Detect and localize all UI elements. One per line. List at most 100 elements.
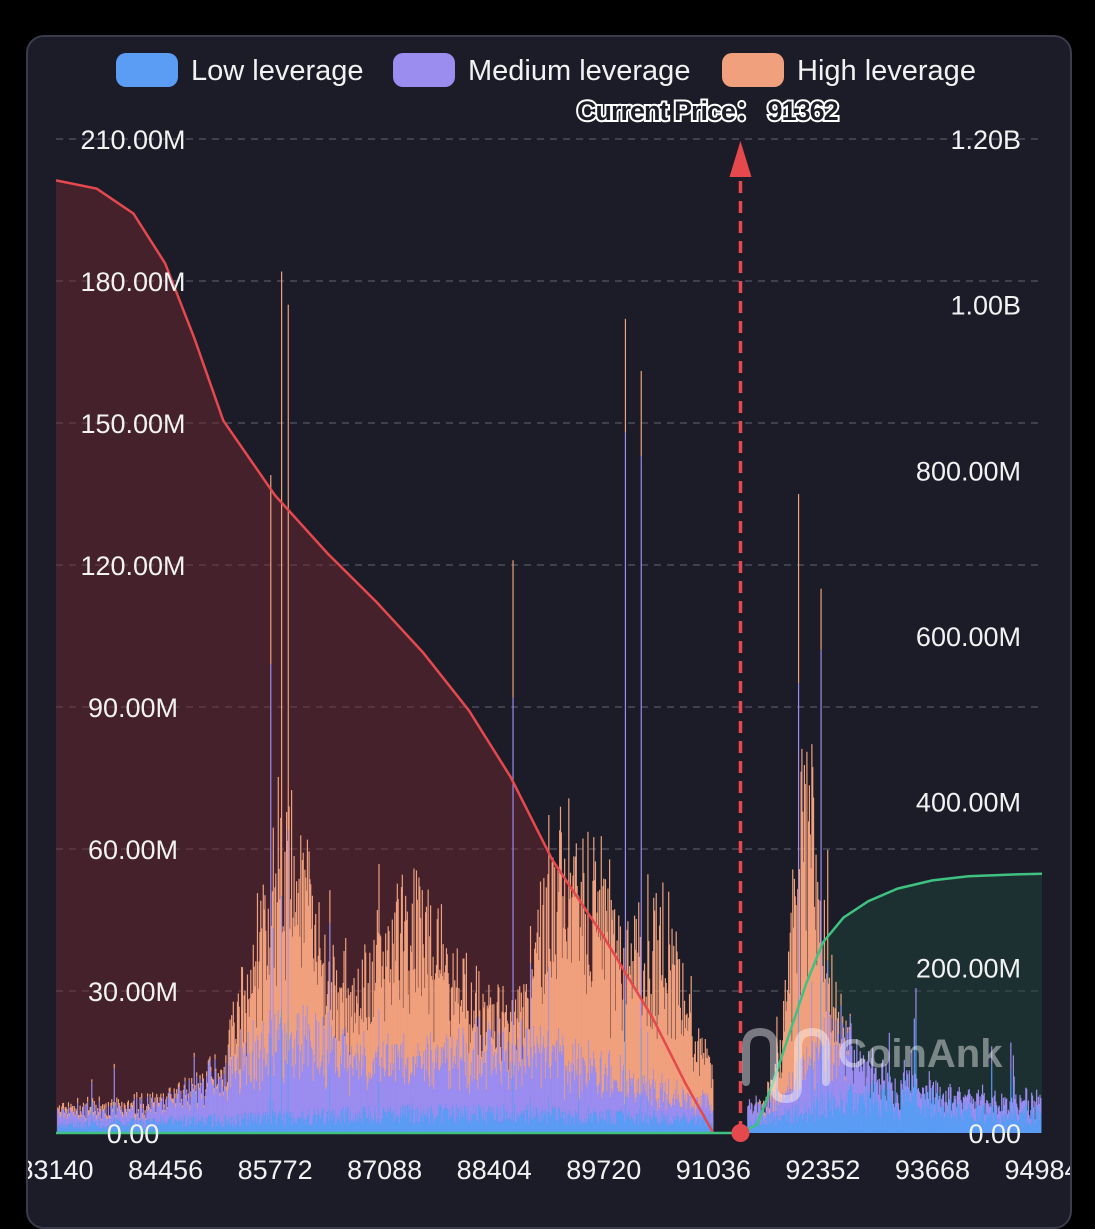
bar-high bbox=[458, 988, 459, 1028]
x-tick-label: 85772 bbox=[238, 1155, 313, 1185]
bar-high bbox=[845, 1021, 846, 1026]
bar-high bbox=[838, 1012, 839, 1034]
bar-high bbox=[712, 1079, 713, 1110]
bar-high bbox=[480, 1035, 481, 1059]
x-tick-label: 83140 bbox=[28, 1155, 94, 1185]
bar-high bbox=[760, 1101, 761, 1104]
bar-high bbox=[116, 1098, 117, 1103]
bar-high bbox=[484, 1002, 485, 1052]
bar-medium bbox=[512, 698, 513, 1062]
bar-medium bbox=[1036, 1090, 1037, 1107]
y-right-tick-label: 200.00M bbox=[916, 953, 1021, 983]
bar-high bbox=[331, 982, 332, 1026]
bar-high bbox=[77, 1098, 78, 1103]
bar-high bbox=[161, 1098, 162, 1101]
bar-high bbox=[174, 1088, 175, 1092]
bar-medium bbox=[1010, 1043, 1011, 1071]
bar-high bbox=[850, 1014, 851, 1016]
bar-high bbox=[215, 1069, 216, 1071]
y-left-tick-label: 120.00M bbox=[80, 551, 185, 581]
arrow-up-icon bbox=[729, 141, 751, 177]
bar-medium bbox=[114, 1069, 115, 1102]
bar-medium bbox=[930, 1088, 931, 1102]
bar-high bbox=[492, 1005, 493, 1045]
bar-high bbox=[221, 1070, 222, 1078]
bar-medium bbox=[959, 1092, 960, 1101]
bar-high bbox=[164, 1104, 165, 1107]
y-left-tick-label: 30.00M bbox=[88, 977, 178, 1007]
bar-medium bbox=[1001, 1094, 1002, 1106]
bar-high bbox=[515, 999, 516, 1045]
bar-high bbox=[121, 1102, 122, 1107]
bar-medium bbox=[978, 1090, 979, 1106]
bar-medium bbox=[1034, 1101, 1035, 1119]
bar-high bbox=[199, 1075, 200, 1079]
bar-high bbox=[200, 1083, 201, 1085]
bar-high bbox=[609, 859, 610, 1050]
bar-medium bbox=[984, 1093, 985, 1106]
bar-high bbox=[138, 1109, 139, 1111]
y-right-tick-label: 0.00 bbox=[968, 1119, 1021, 1149]
bar-high bbox=[202, 1074, 203, 1080]
y-right-tick-label: 600.00M bbox=[916, 622, 1021, 652]
bar-high bbox=[95, 1105, 96, 1109]
bar-high bbox=[134, 1094, 135, 1099]
bar-high bbox=[348, 995, 349, 1053]
bar-medium bbox=[1006, 1098, 1007, 1113]
bar-high bbox=[184, 1078, 185, 1082]
bar-medium bbox=[641, 456, 642, 1029]
bar-high bbox=[57, 1107, 58, 1109]
bar-high bbox=[114, 1064, 115, 1069]
x-tick-label: 94984 bbox=[1004, 1155, 1070, 1185]
bar-high bbox=[759, 1099, 760, 1100]
bar-low bbox=[1040, 1113, 1041, 1133]
bar-high bbox=[108, 1102, 109, 1106]
current-price-dot bbox=[731, 1124, 749, 1142]
bar-high bbox=[105, 1103, 106, 1108]
bar-high bbox=[99, 1097, 100, 1102]
bar-high bbox=[329, 890, 330, 923]
bar-high bbox=[111, 1099, 112, 1105]
bar-high bbox=[756, 1102, 757, 1103]
bar-high bbox=[224, 1067, 225, 1074]
bar-high bbox=[840, 994, 841, 1006]
y-left-tick-label: 150.00M bbox=[80, 409, 185, 439]
bar-high bbox=[343, 951, 344, 1034]
bar-medium bbox=[992, 1098, 993, 1107]
bar-high bbox=[245, 1013, 246, 1043]
x-tick-label: 89720 bbox=[566, 1155, 641, 1185]
legend-swatch bbox=[116, 53, 178, 87]
bar-medium bbox=[996, 1105, 997, 1113]
bar-medium bbox=[924, 1094, 925, 1100]
bar-high bbox=[156, 1094, 157, 1098]
bar-medium bbox=[912, 1075, 913, 1089]
bar-high bbox=[157, 1097, 158, 1102]
bar-high bbox=[160, 1094, 161, 1098]
bar-high bbox=[174, 1093, 175, 1098]
bar-high bbox=[476, 966, 477, 1018]
bar-high bbox=[827, 850, 828, 961]
y-right-tick-label: 800.00M bbox=[916, 456, 1021, 486]
bar-high bbox=[214, 1054, 215, 1059]
bar-high bbox=[85, 1105, 86, 1107]
y-right-tick-label: 400.00M bbox=[916, 788, 1021, 818]
y-left-tick-label: 90.00M bbox=[88, 693, 178, 723]
bar-high bbox=[191, 1078, 192, 1083]
bar-medium bbox=[625, 432, 626, 1000]
bar-high bbox=[203, 1079, 204, 1082]
bar-medium bbox=[916, 1079, 917, 1087]
bar-high bbox=[261, 928, 262, 1032]
bar-high bbox=[756, 1096, 757, 1097]
bar-high bbox=[139, 1097, 140, 1101]
bar-high bbox=[820, 589, 821, 651]
bar-high bbox=[144, 1110, 145, 1113]
bar-high bbox=[210, 1067, 211, 1072]
bar-medium bbox=[940, 1087, 941, 1093]
bar-high bbox=[288, 305, 289, 830]
bar-high bbox=[625, 319, 626, 433]
bar-medium bbox=[1026, 1089, 1027, 1106]
bar-high bbox=[835, 982, 836, 1020]
bar-high bbox=[128, 1100, 129, 1105]
bar-high bbox=[169, 1087, 170, 1091]
y-right-tick-label: 1.00B bbox=[950, 291, 1021, 321]
